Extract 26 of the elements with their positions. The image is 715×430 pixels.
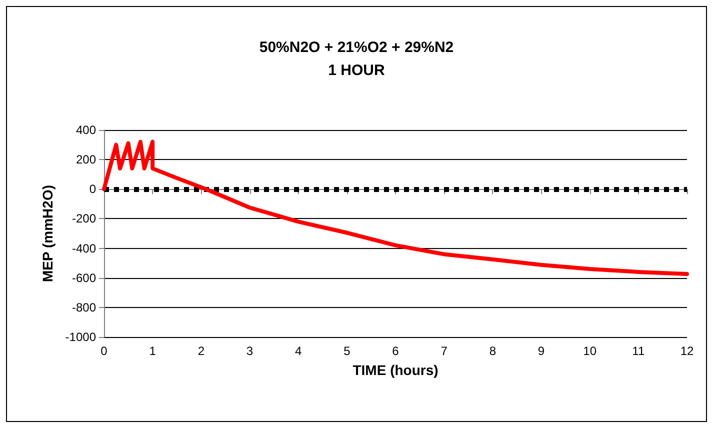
line-series [102,140,689,276]
x-tick-label: 11 [632,344,645,358]
y-tick-label: -1000 [65,330,96,344]
x-tick-label: 6 [392,344,400,358]
y-tick-label: 0 [89,182,96,196]
x-tick-label: 10 [583,344,597,358]
chart-title: 50%N2O + 21%O2 + 29%N2 [259,39,454,56]
x-tick-label: 7 [440,344,448,358]
x-tick-label: 9 [538,344,545,358]
y-tick-label: 200 [76,152,96,167]
x-tick-label: 12 [680,344,694,358]
x-tick-label: 2 [198,344,205,358]
chart-subtitle: 1 HOUR [328,62,385,79]
x-axis-title: TIME (hours) [352,362,438,378]
x-tick-label: 0 [100,344,108,358]
y-tick-label: 400 [76,123,96,137]
x-tick-label: 1 [149,344,156,358]
y-tick-label: -600 [72,270,96,285]
y-tick-label: -400 [72,241,96,256]
y-axis-title: MEP (mmH2O) [39,185,56,282]
x-tick-label: 5 [344,344,351,358]
x-tick-label: 8 [489,344,496,358]
x-tick-label: 3 [246,344,254,358]
y-tick-label: -800 [72,300,96,314]
x-tick-label: 4 [294,344,302,358]
y-tick-label: -200 [72,212,96,226]
